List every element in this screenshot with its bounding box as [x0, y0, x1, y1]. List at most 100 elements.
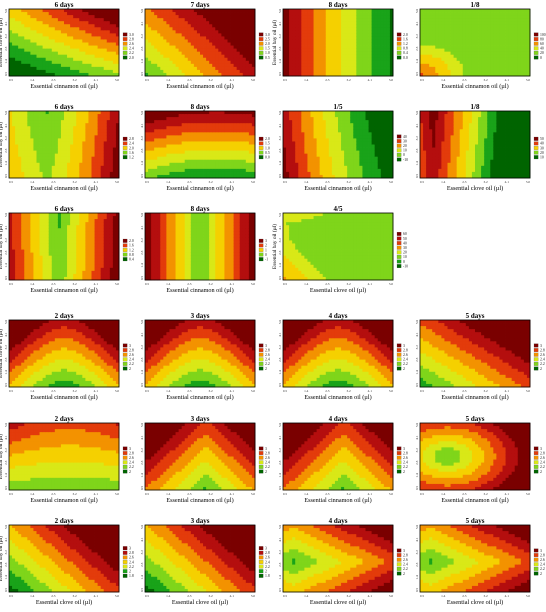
- contour-cell: [60, 162, 65, 167]
- contour-cell: [175, 141, 180, 145]
- contour-cell: [200, 48, 204, 53]
- contour-cell: [42, 24, 47, 28]
- contour-cell: [115, 141, 120, 145]
- contour-cell: [184, 63, 189, 68]
- contour-cell: [224, 111, 228, 115]
- contour-cell: [447, 57, 451, 62]
- contour-cell: [429, 18, 433, 22]
- contour-cell: [325, 21, 330, 25]
- contour-cell: [316, 57, 321, 62]
- legend-swatch: [396, 37, 402, 41]
- contour-cell: [115, 12, 120, 16]
- contour-cell: [356, 48, 360, 53]
- contour-cell: [57, 33, 62, 37]
- contour-cell: [325, 9, 330, 13]
- contour-cell: [64, 147, 68, 151]
- contour-cell: [181, 156, 186, 161]
- contour-cell: [338, 42, 342, 46]
- contour-cell: [444, 12, 448, 16]
- contour-cell: [334, 51, 339, 56]
- contour-cell: [187, 24, 192, 28]
- contour-cell: [438, 18, 442, 22]
- contour-cell: [292, 69, 296, 74]
- contour-cell: [365, 39, 369, 43]
- contour-cell: [109, 9, 114, 13]
- contour-cell: [172, 27, 176, 31]
- contour-cell: [91, 132, 95, 136]
- contour-cell: [248, 171, 253, 176]
- contour-cell: [344, 45, 348, 49]
- contour-cell: [365, 42, 369, 46]
- contour-cell: [67, 141, 71, 145]
- contour-cell: [9, 126, 13, 130]
- contour-cell: [42, 42, 47, 46]
- contour-cell: [9, 174, 13, 179]
- contour-cell: [514, 60, 519, 65]
- contour-cell: [233, 159, 238, 164]
- contour-cell: [145, 138, 149, 142]
- contour-cell: [103, 147, 108, 151]
- contour-cell: [39, 18, 44, 22]
- contour-cell: [27, 126, 31, 130]
- contour-cell: [289, 57, 293, 62]
- contour-cell: [9, 63, 13, 68]
- contour-cell: [82, 147, 86, 151]
- contour-cell: [76, 60, 80, 65]
- contour-cell: [420, 15, 424, 19]
- contour-cell: [230, 117, 235, 121]
- contour-cell: [82, 45, 86, 49]
- contour-cell: [328, 24, 333, 28]
- contour-cell: [70, 39, 74, 43]
- contour-cell: [70, 144, 74, 148]
- contour-cell: [45, 57, 50, 62]
- contour-cell: [193, 30, 198, 34]
- contour-cell: [429, 33, 433, 37]
- contour-cell: [319, 63, 324, 68]
- contour-cell: [115, 27, 120, 31]
- contour-cell: [190, 12, 195, 16]
- contour-cell: [36, 51, 40, 56]
- contour-cell: [112, 54, 117, 59]
- contour-cell: [45, 162, 50, 167]
- contour-cell: [325, 66, 330, 71]
- x-tick-label: 2.3: [462, 78, 467, 82]
- contour-cell: [447, 69, 451, 74]
- contour-cell: [353, 66, 357, 71]
- contour-cell: [203, 126, 207, 130]
- contour-cell: [209, 147, 213, 151]
- contour-cell: [100, 33, 105, 37]
- contour-cell: [57, 162, 62, 167]
- contour-cell: [359, 30, 363, 34]
- contour-cell: [70, 123, 74, 127]
- contour-cell: [490, 42, 494, 46]
- contour-cell: [33, 114, 37, 118]
- contour-cell: [103, 159, 108, 164]
- contour-cell: [465, 48, 470, 53]
- contour-cell: [33, 174, 37, 179]
- contour-cell: [236, 123, 241, 127]
- contour-cell: [251, 30, 256, 34]
- contour-cell: [175, 60, 180, 65]
- contour-cell: [245, 162, 250, 167]
- contour-cell: [73, 48, 77, 53]
- contour-cell: [206, 126, 210, 130]
- contour-cell: [166, 174, 170, 179]
- contour-cell: [21, 132, 25, 136]
- plot-frame: [282, 8, 394, 77]
- contour-cell: [242, 147, 247, 151]
- contour-cell: [48, 132, 53, 136]
- contour-cell: [295, 21, 299, 25]
- contour-cell: [350, 24, 354, 28]
- contour-cell: [76, 18, 80, 22]
- contour-cell: [193, 117, 198, 121]
- contour-cell: [502, 72, 506, 77]
- contour-cell: [160, 138, 164, 142]
- contour-cell: [487, 51, 491, 56]
- contour-cell: [230, 135, 235, 139]
- contour-cell: [221, 30, 225, 34]
- contour-cell: [341, 33, 345, 37]
- contour-cell: [106, 150, 111, 155]
- contour-cell: [212, 114, 216, 118]
- contour-cell: [386, 15, 391, 19]
- contour-cell: [389, 45, 394, 49]
